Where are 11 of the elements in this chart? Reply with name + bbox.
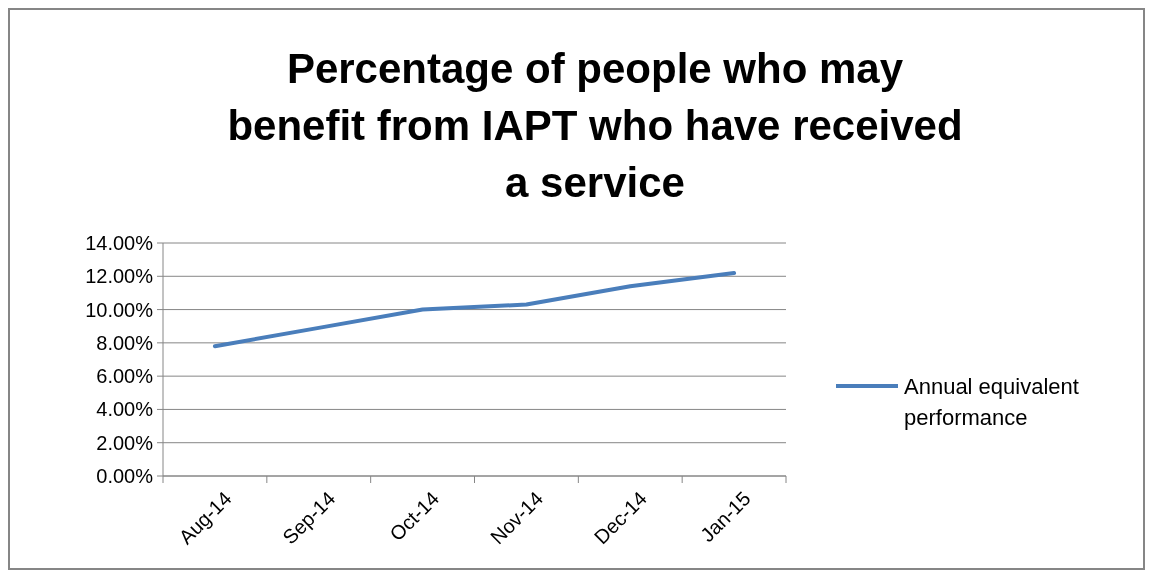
y-tick-label: 2.00% <box>96 431 154 454</box>
legend-label: Annual equivalent performance <box>904 373 1079 430</box>
y-tick-label: 12.00% <box>85 265 154 288</box>
line-series <box>212 270 737 349</box>
y-tick-label: 14.00% <box>85 232 154 254</box>
y-tick-label: 10.00% <box>85 298 154 321</box>
y-tick-label: 8.00% <box>96 331 154 354</box>
y-tick-label: 6.00% <box>96 365 154 388</box>
y-tick-label: 4.00% <box>96 398 154 421</box>
y-tick-label: 0.00% <box>96 465 154 487</box>
chart-title: Percentage of people who may benefit from IAPT who have received a service <box>227 45 963 206</box>
